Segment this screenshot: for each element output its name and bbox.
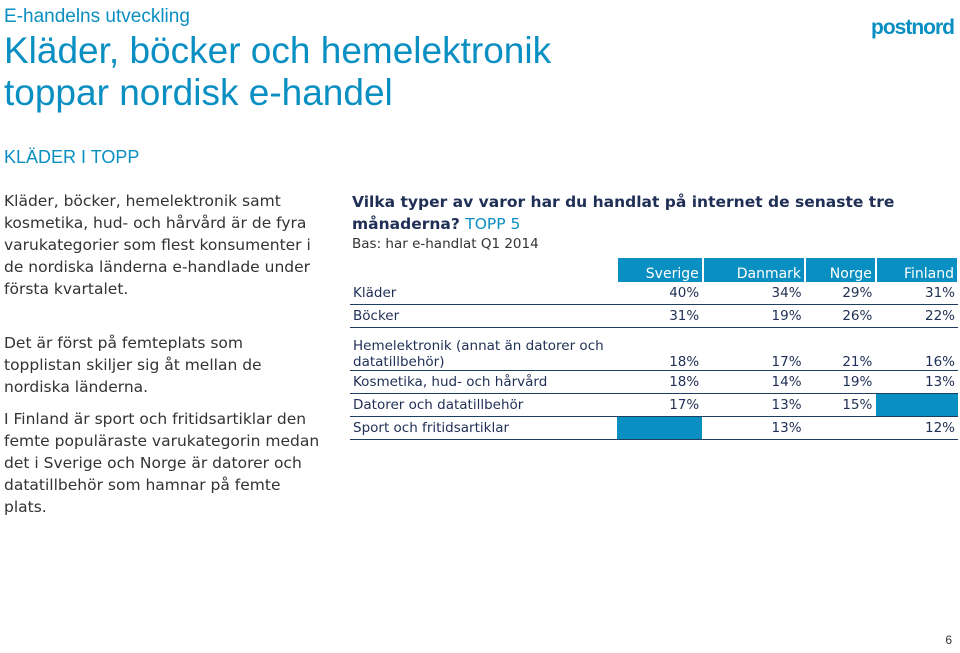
cell-value: 12%	[875, 416, 958, 440]
base-note: Bas: har e-handlat Q1 2014	[352, 236, 539, 252]
cell-value: 31%	[615, 304, 703, 328]
paragraph-1: Kläder, böcker, hemelektronik samt kosme…	[4, 190, 324, 300]
cell-value: 26%	[804, 304, 876, 328]
cell-value: 14%	[702, 370, 806, 394]
row-label: Kläder	[350, 282, 617, 305]
cell-value: 19%	[702, 304, 806, 328]
cell-value	[804, 416, 876, 440]
postnord-logo: postnord	[871, 16, 955, 39]
cell-value: 17%	[702, 327, 806, 371]
row-label: Datorer och datatillbehör	[350, 393, 617, 417]
table-row: Datorer och datatillbehör 17% 13% 15%	[350, 393, 958, 417]
cell-value: 29%	[804, 282, 876, 305]
col-header-sverige: Sverige	[616, 258, 704, 282]
table-row: Kläder 40% 34% 29% 31%	[350, 282, 958, 305]
section-title: KLÄDER I TOPP	[4, 147, 140, 167]
cell-value: 13%	[702, 416, 806, 440]
cell-empty	[615, 416, 703, 440]
row-label: Böcker	[350, 304, 617, 328]
title-line-2: toppar nordisk e-handel	[4, 72, 393, 113]
header-corner	[350, 258, 618, 282]
table-row: Hemelektronik (annat än datorer och data…	[350, 327, 958, 371]
paragraph-3: I Finland är sport och fritidsartiklar d…	[4, 408, 324, 518]
cell-value: 21%	[804, 327, 876, 371]
paragraph-2-text: Det är först på femteplats som topplista…	[4, 334, 262, 396]
page-title: Kläder, böcker och hemelektronik toppar …	[4, 30, 551, 114]
cell-value: 34%	[702, 282, 806, 305]
cell-value: 19%	[804, 370, 876, 394]
table-row: Böcker 31% 19% 26% 22%	[350, 304, 958, 328]
row-label: Sport och fritidsartiklar	[350, 416, 617, 440]
cell-value: 15%	[804, 393, 876, 417]
cell-value: 18%	[615, 370, 703, 394]
cell-value: 17%	[615, 393, 703, 417]
page-number: 6	[945, 633, 952, 647]
survey-question: Vilka typer av varor har du handlat på i…	[352, 191, 957, 235]
table-header-row: Sverige Danmark Norge Finland	[350, 258, 960, 282]
table-row: Kosmetika, hud- och hårvård 18% 14% 19% …	[350, 370, 958, 394]
results-table: Sverige Danmark Norge Finland Kläder 40%…	[350, 258, 960, 440]
table-row: Sport och fritidsartiklar 13% 12%	[350, 416, 958, 440]
col-header-finland: Finland	[875, 258, 960, 282]
paragraph-2: Det är först på femteplats som topplista…	[4, 332, 324, 398]
title-line-1: Kläder, böcker och hemelektronik	[4, 30, 552, 71]
cell-value: 31%	[875, 282, 958, 305]
cell-value: 40%	[615, 282, 703, 305]
cell-value: 13%	[875, 370, 958, 394]
kicker: E-handelns utveckling	[4, 6, 190, 27]
question-suffix: TOPP 5	[465, 215, 521, 233]
cell-empty	[875, 393, 958, 417]
paragraph-3-text: I Finland är sport och fritidsartiklar d…	[4, 410, 320, 516]
cell-value: 22%	[875, 304, 958, 328]
col-header-norge: Norge	[805, 258, 877, 282]
cell-value: 13%	[702, 393, 806, 417]
row-label: Hemelektronik (annat än datorer och data…	[350, 327, 617, 371]
row-label: Kosmetika, hud- och hårvård	[350, 370, 617, 394]
paragraph-1-text: Kläder, böcker, hemelektronik samt kosme…	[4, 192, 311, 298]
cell-value: 18%	[615, 327, 703, 371]
cell-value: 16%	[875, 327, 958, 371]
question-text: Vilka typer av varor har du handlat på i…	[352, 193, 895, 233]
col-header-danmark: Danmark	[702, 258, 807, 282]
